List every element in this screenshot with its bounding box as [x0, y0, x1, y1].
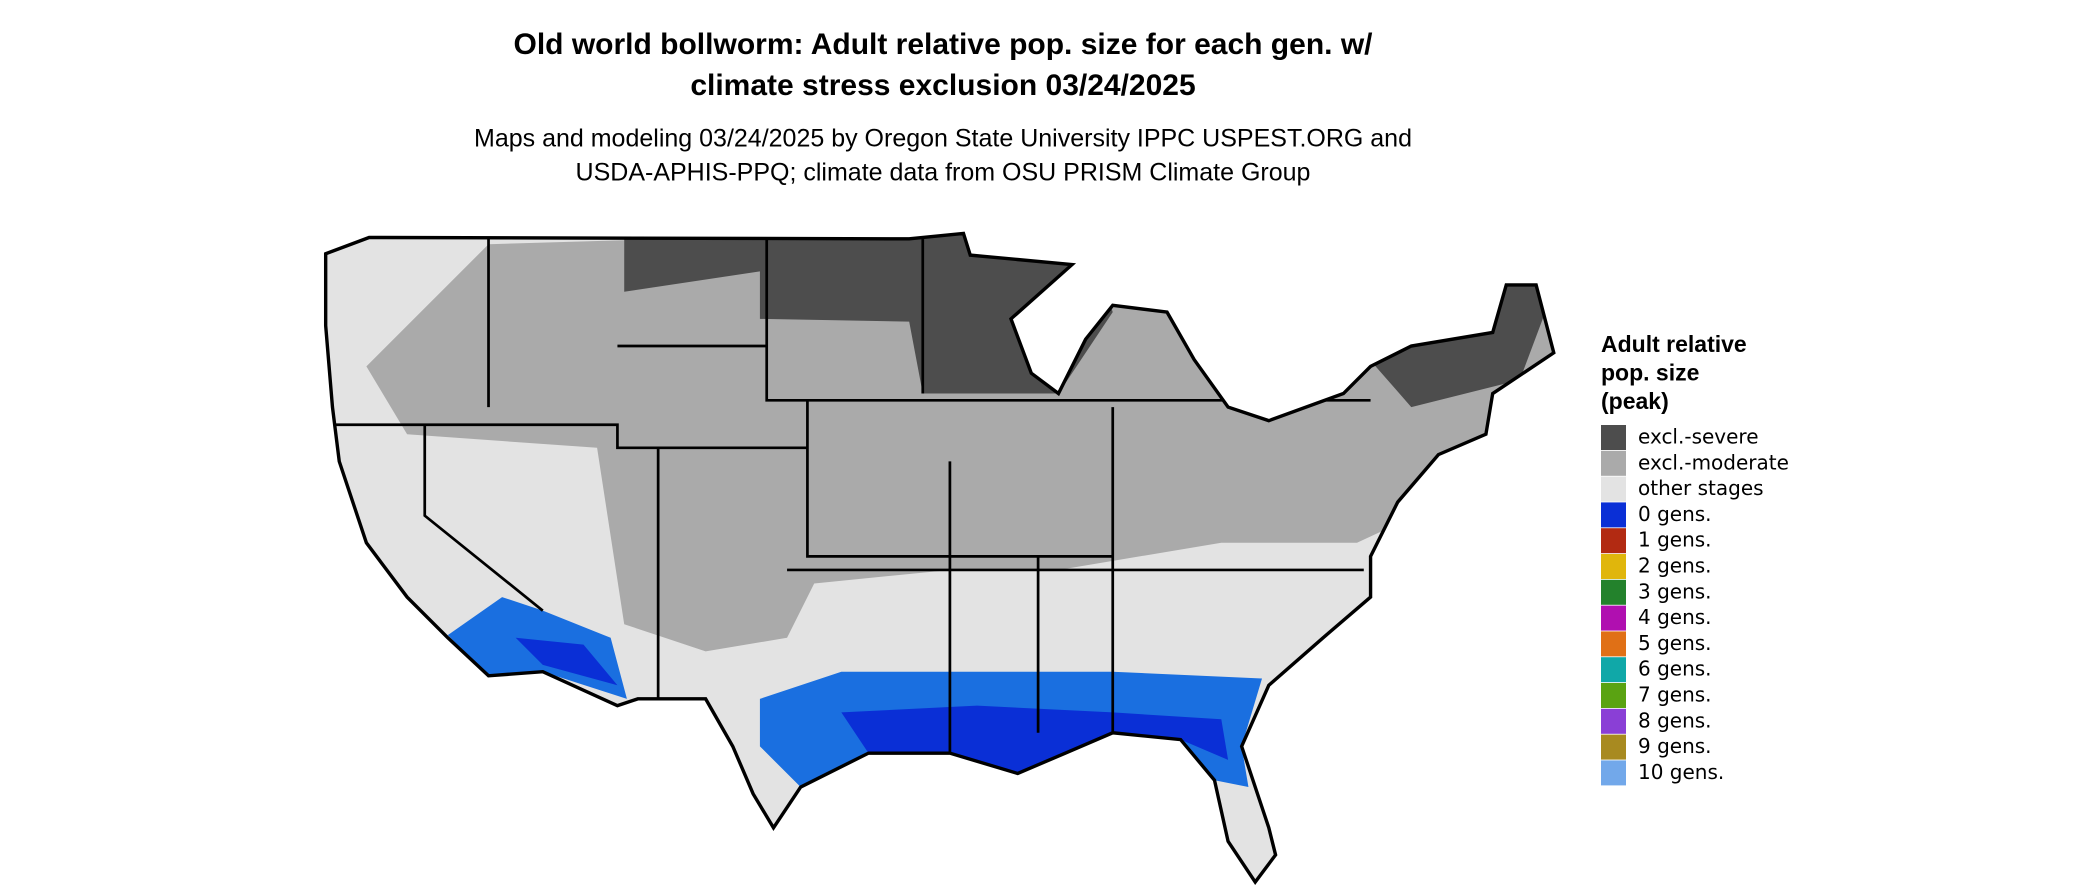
legend-title: Adult relative	[1601, 331, 1747, 357]
legend-swatch	[1601, 683, 1626, 708]
legend-label: 2 gens.	[1638, 554, 1712, 578]
subtitle: Maps and modeling 03/24/2025 by Oregon S…	[474, 125, 1412, 153]
legend-label: 3 gens.	[1638, 579, 1712, 603]
legend-swatch	[1601, 760, 1626, 786]
title: climate stress exclusion 03/24/2025	[690, 69, 1195, 102]
legend-label: 5 gens.	[1638, 631, 1712, 655]
state-borders	[325, 238, 1371, 754]
legend-label: 1 gens.	[1638, 528, 1712, 552]
legend-title: pop. size	[1601, 360, 1699, 386]
legend-swatch	[1601, 657, 1626, 683]
legend-label: excl.-severe	[1638, 425, 1759, 449]
legend-label: 6 gens.	[1638, 657, 1712, 681]
legend-swatch	[1601, 502, 1626, 528]
legend-swatch	[1601, 425, 1626, 450]
map	[323, 231, 1556, 884]
legend-swatch	[1601, 605, 1626, 631]
legend-swatch	[1601, 734, 1626, 760]
map-generation-zone	[515, 637, 1229, 774]
legend-label: 9 gens.	[1638, 734, 1712, 758]
legend-swatch	[1601, 554, 1626, 579]
legend-swatch	[1601, 708, 1626, 734]
legend-swatch	[1601, 579, 1626, 605]
legend-swatch	[1601, 450, 1626, 476]
legend-label: 8 gens.	[1638, 708, 1712, 732]
title: Old world bollworm: Adult relative pop. …	[514, 28, 1374, 61]
legend-label: excl.-moderate	[1638, 450, 1789, 474]
legend-label: 0 gens.	[1638, 502, 1712, 526]
legend-swatch	[1601, 631, 1626, 657]
legend-swatch	[1601, 528, 1626, 554]
subtitle: USDA-APHIS-PPQ; climate data from OSU PR…	[576, 159, 1311, 187]
legend-title: (peak)	[1601, 388, 1669, 414]
legend-label: 7 gens.	[1638, 683, 1712, 707]
legend-label: other stages	[1638, 476, 1764, 500]
legend-label: 4 gens.	[1638, 605, 1712, 629]
legend-label: 10 gens.	[1638, 760, 1724, 784]
legend-swatch	[1601, 476, 1626, 502]
text-layer: Old world bollworm: Adult relative pop. …	[474, 28, 1412, 187]
